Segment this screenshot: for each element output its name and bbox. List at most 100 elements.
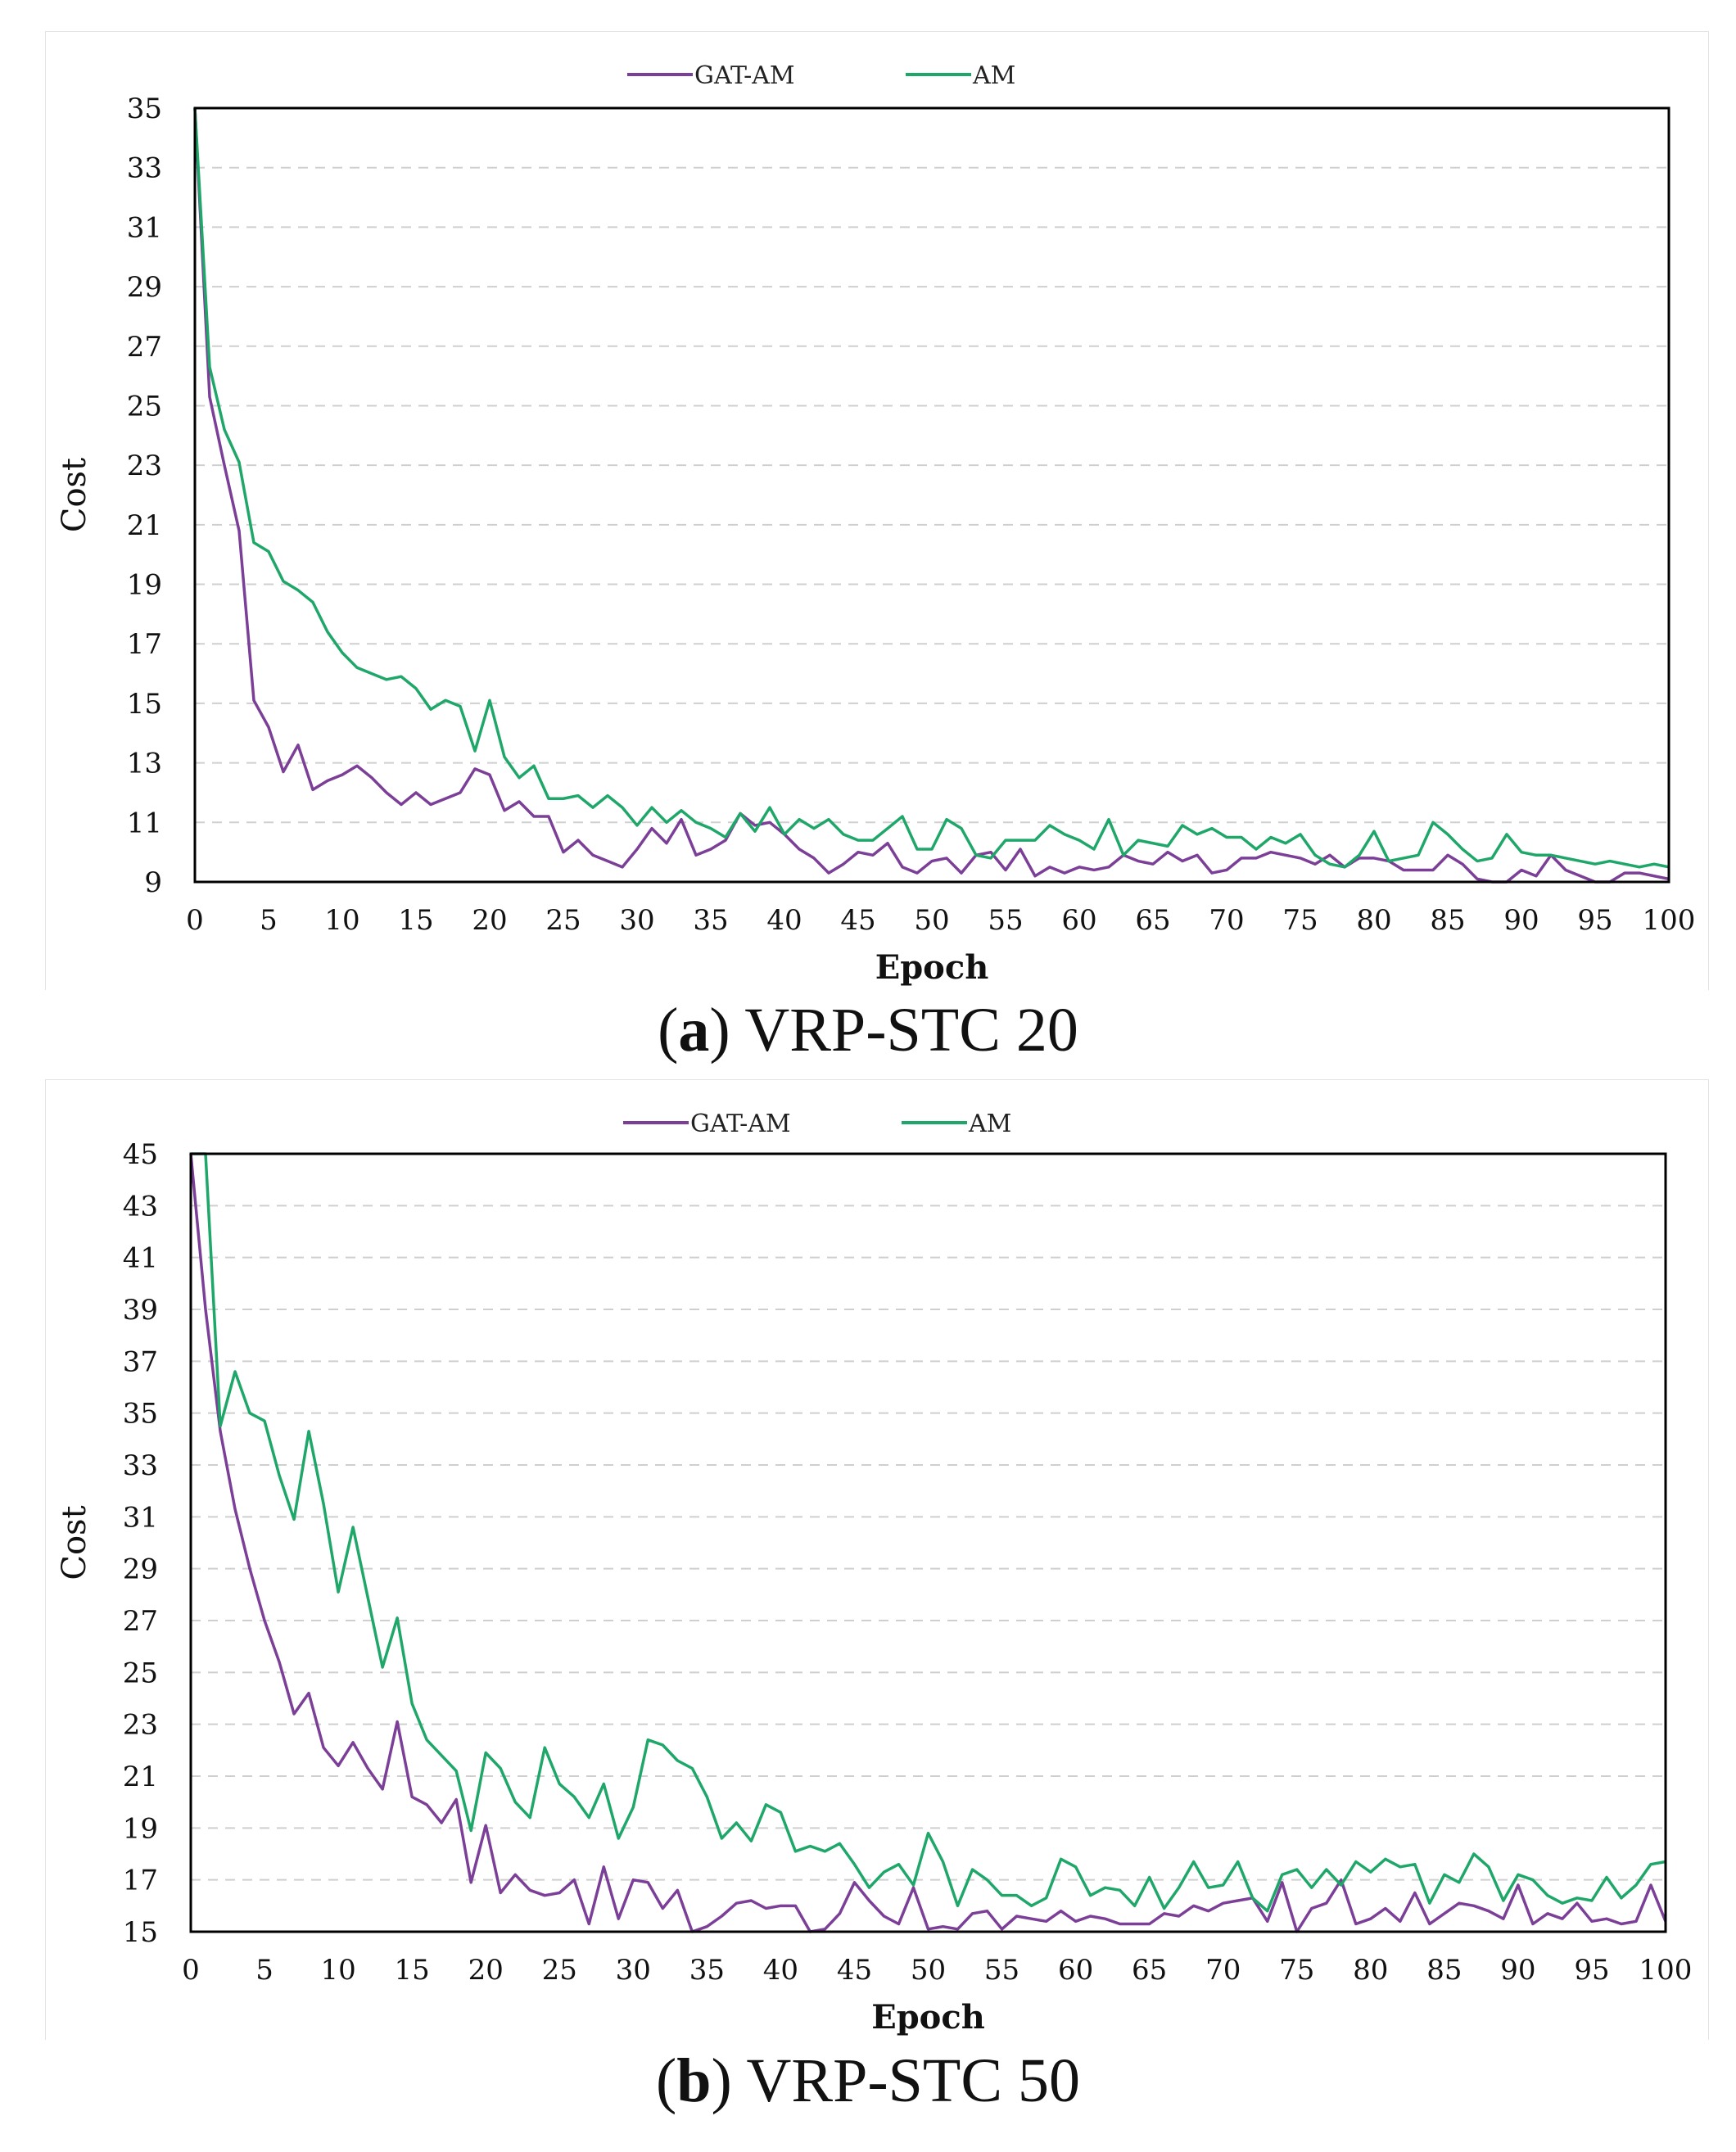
chart-b-y-axis-label: Cost bbox=[56, 1505, 93, 1580]
caption-a-paren-open: ( bbox=[658, 996, 679, 1065]
chart-b-ytick-label: 41 bbox=[123, 1242, 158, 1275]
chart-a-y-axis-label: Cost bbox=[56, 458, 93, 532]
chart-b-series-gat-am-line bbox=[189, 1153, 1667, 1933]
chart-a-ytick-label: 25 bbox=[127, 390, 162, 423]
chart-a-xtick-label: 90 bbox=[1503, 904, 1539, 937]
chart-a-xtick-label: 75 bbox=[1282, 904, 1318, 937]
chart-b-ytick-label: 15 bbox=[123, 1916, 158, 1949]
chart-a-legend-label: AM bbox=[972, 61, 1015, 90]
chart-b-xtick-label: 60 bbox=[1058, 1954, 1093, 1987]
chart-a-xtick-label: 10 bbox=[324, 904, 359, 937]
chart-a-series-am-line bbox=[193, 107, 1670, 869]
chart-b-xtick-label: 75 bbox=[1279, 1954, 1314, 1987]
chart-b-ytick-label: 19 bbox=[123, 1812, 158, 1845]
chart-a-ytick-label: 23 bbox=[127, 450, 162, 482]
chart-panel-a: 9 11 13 15 17 19 21 23 25 27 29 31 33 35 0 5 10 15 20 25 30 3… bbox=[45, 31, 1709, 990]
chart-a-ytick-label: 33 bbox=[127, 152, 162, 185]
chart-a-xtick-label: 45 bbox=[840, 904, 875, 937]
chart-a-ytick-label: 17 bbox=[127, 628, 162, 661]
chart-b-ytick-label: 33 bbox=[123, 1449, 158, 1482]
chart-b-xtick-label: 85 bbox=[1426, 1954, 1462, 1987]
chart-b-ytick-label: 35 bbox=[123, 1398, 158, 1431]
chart-b-legend-label: GAT-AM bbox=[690, 1110, 791, 1138]
chart-vrp-stc-20: 9 11 13 15 17 19 21 23 25 27 29 31 33 35 0 5 10 15 20 25 30 3… bbox=[56, 61, 1696, 987]
chart-a-legend-label: GAT-AM bbox=[694, 61, 795, 90]
chart-a-ytick-label: 29 bbox=[127, 271, 162, 304]
chart-b-xtick-label: 45 bbox=[837, 1954, 872, 1987]
chart-a-xtick-label: 20 bbox=[472, 904, 507, 937]
chart-a-xtick-label: 25 bbox=[545, 904, 581, 937]
chart-b-xtick-label: 5 bbox=[255, 1954, 274, 1987]
chart-a-ytick-label: 35 bbox=[127, 93, 162, 125]
caption-b-text: VRP-STC 50 bbox=[731, 2046, 1081, 2115]
chart-b-ytick-label: 23 bbox=[123, 1709, 158, 1742]
chart-b-xtick-label: 15 bbox=[395, 1954, 430, 1987]
caption-a-letter: a bbox=[678, 996, 710, 1065]
chart-a-ytick-label: 9 bbox=[144, 866, 162, 899]
chart-a-xtick-label: 70 bbox=[1209, 904, 1244, 937]
chart-b-ytick-label: 27 bbox=[123, 1605, 158, 1638]
chart-a-xtick-label: 0 bbox=[186, 904, 204, 937]
chart-a-xtick-label: 35 bbox=[693, 904, 728, 937]
chart-a-xtick-label: 65 bbox=[1135, 904, 1170, 937]
chart-b-legend-label: AM bbox=[968, 1110, 1011, 1138]
chart-b-xtick-label: 20 bbox=[468, 1954, 504, 1987]
chart-b-ytick-label: 21 bbox=[123, 1761, 158, 1793]
caption-a: (a) VRP-STC 20 bbox=[0, 995, 1736, 1066]
chart-b-plot-frame bbox=[189, 1152, 1667, 1933]
chart-a-ytick-label: 21 bbox=[127, 509, 162, 542]
chart-b-ytick-label: 31 bbox=[123, 1501, 158, 1534]
chart-a-xtick-label: 95 bbox=[1577, 904, 1612, 937]
chart-a-xtick-label: 40 bbox=[766, 904, 802, 937]
caption-a-paren-close: ) bbox=[709, 996, 730, 1065]
chart-b-ytick-label: 17 bbox=[123, 1865, 158, 1897]
caption-b: (b) VRP-STC 50 bbox=[0, 2046, 1736, 2117]
chart-a-plot-frame bbox=[193, 106, 1670, 884]
chart-a-xtick-label: 50 bbox=[914, 904, 949, 937]
chart-b-ytick-label: 43 bbox=[123, 1190, 158, 1223]
chart-b-ytick-label: 25 bbox=[123, 1657, 158, 1689]
chart-a-xtick-label: 100 bbox=[1643, 904, 1696, 937]
chart-a-series-gat-am-line bbox=[193, 107, 1670, 884]
chart-vrp-stc-50: 15 17 19 21 23 25 27 29 31 33 35 37 39 41 43 45 0 5 10 15 20… bbox=[56, 1110, 1693, 2037]
chart-a-xtick-label: 85 bbox=[1430, 904, 1465, 937]
caption-a-text: VRP-STC 20 bbox=[730, 996, 1078, 1065]
chart-a-ytick-label: 31 bbox=[127, 211, 162, 244]
chart-b-xtick-label: 0 bbox=[182, 1954, 200, 1987]
chart-a-x-axis-label: Epoch bbox=[875, 948, 989, 987]
chart-b-xtick-label: 50 bbox=[911, 1954, 946, 1987]
chart-b-xtick-label: 30 bbox=[616, 1954, 651, 1987]
chart-a-xtick-label: 55 bbox=[988, 904, 1023, 937]
chart-a-xtick-label: 60 bbox=[1061, 904, 1096, 937]
chart-b-xtick-label: 25 bbox=[542, 1954, 577, 1987]
chart-b-xtick-label: 35 bbox=[689, 1954, 725, 1987]
chart-a-xtick-label: 80 bbox=[1356, 904, 1391, 937]
chart-b-xtick-label: 90 bbox=[1500, 1954, 1535, 1987]
caption-b-paren-close: ) bbox=[711, 2046, 732, 2115]
chart-a-ytick-label: 13 bbox=[127, 748, 162, 780]
chart-b-xtick-label: 80 bbox=[1353, 1954, 1388, 1987]
chart-a-xtick-label: 30 bbox=[619, 904, 654, 937]
chart-b-xtick-label: 10 bbox=[320, 1954, 355, 1987]
chart-b-xtick-label: 95 bbox=[1574, 1954, 1609, 1987]
chart-a-xtick-label: 5 bbox=[260, 904, 278, 937]
chart-b-ytick-label: 37 bbox=[123, 1345, 158, 1378]
chart-panel-b: 15 17 19 21 23 25 27 29 31 33 35 37 39 41 43 45 0 5 10 15 20… bbox=[45, 1079, 1709, 2040]
chart-b-xtick-label: 40 bbox=[763, 1954, 798, 1987]
caption-b-paren-open: ( bbox=[655, 2046, 677, 2115]
chart-a-ytick-label: 15 bbox=[127, 688, 162, 721]
chart-b-xtick-label: 55 bbox=[984, 1954, 1019, 1987]
chart-a-xtick-label: 15 bbox=[398, 904, 433, 937]
chart-a-ytick-label: 27 bbox=[127, 331, 162, 364]
chart-b-ytick-label: 39 bbox=[123, 1294, 158, 1327]
chart-a-ytick-label: 11 bbox=[127, 807, 162, 839]
chart-b-xtick-label: 100 bbox=[1639, 1954, 1693, 1987]
chart-b-ytick-label: 45 bbox=[123, 1138, 158, 1171]
caption-b-letter: b bbox=[676, 2046, 712, 2115]
chart-b-xtick-label: 70 bbox=[1205, 1954, 1241, 1987]
chart-a-ytick-label: 19 bbox=[127, 569, 162, 602]
chart-b-x-axis-label: Epoch bbox=[871, 1998, 985, 2037]
chart-b-ytick-label: 29 bbox=[123, 1553, 158, 1586]
chart-b-series-am-line bbox=[191, 1152, 1666, 1913]
chart-b-xtick-label: 65 bbox=[1132, 1954, 1167, 1987]
